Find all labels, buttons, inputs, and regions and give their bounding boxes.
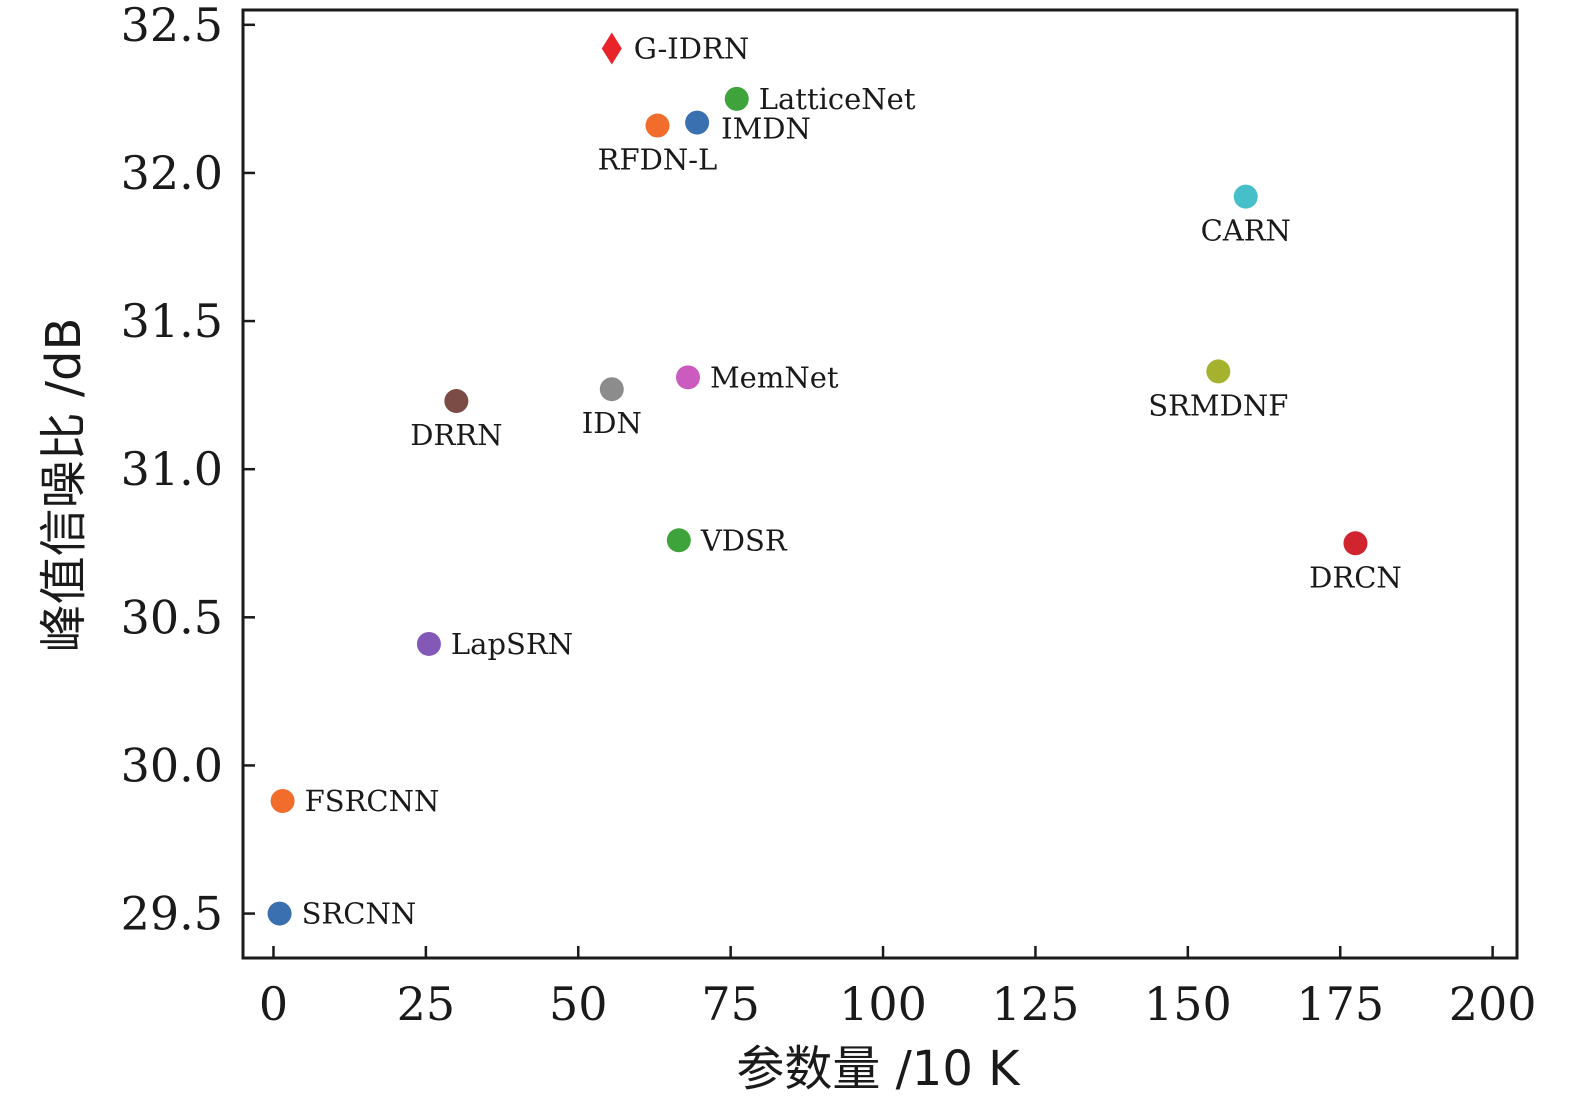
x-tick-label: 125 [992,977,1080,1031]
point-label: FSRCNN [305,784,440,818]
y-tick-label: 31.0 [121,442,223,496]
data-point [645,113,670,138]
x-tick-label: 25 [397,977,456,1031]
x-tick-label: 75 [701,977,760,1031]
data-point [724,86,749,111]
point-label: LapSRN [451,627,573,661]
point-label: MemNet [710,360,839,394]
point-label: IMDN [721,112,811,146]
point-label: RFDN-L [598,143,718,177]
x-tick-label: 200 [1449,977,1537,1031]
y-tick-label: 32.0 [121,146,223,200]
x-tick-label: 50 [549,977,608,1031]
y-tick-label: 29.5 [121,887,223,941]
point-group: CARN [1201,184,1291,248]
y-tick-label: 30.0 [121,738,223,792]
point-group: LatticeNet [724,82,916,116]
point-group: DRCN [1309,531,1402,594]
data-point [270,788,295,813]
y-tick-label: 30.5 [121,590,223,644]
point-group: FSRCNN [270,784,440,818]
point-label: SRCNN [302,897,417,931]
y-axis-title: 峰值信噪比 /dB [36,318,92,653]
point-group: IDN [582,377,642,440]
axes-layer: 0 25 50 75 100 125 150 175 200 29.5 30.0 30.5 31.0 31… [121,0,1537,1031]
point-group: SRCNN [267,897,417,931]
plot-frame [241,8,1519,960]
x-tick-label: 175 [1296,977,1384,1031]
x-tick-label: 0 [259,977,288,1031]
point-label: G-IDRN [634,32,749,66]
point-label: DRCN [1309,560,1402,594]
point-group: G-IDRN [601,32,749,66]
point-label: SRMDNF [1148,388,1288,422]
data-point [267,901,292,926]
point-group: LapSRN [416,627,573,661]
data-point [1233,184,1258,209]
point-group: SRMDNF [1148,359,1288,422]
data-point [444,389,469,414]
y-tick-label: 31.5 [121,294,223,348]
data-point-diamond [601,32,622,65]
data-point [416,631,441,656]
point-group: DRRN [410,389,502,452]
data-point [675,365,700,390]
point-label: CARN [1201,214,1291,248]
data-point [666,528,691,553]
x-tick-label: 100 [839,977,927,1031]
data-point [1343,531,1368,556]
point-label: DRRN [410,418,502,452]
y-tick-label: 32.5 [121,0,223,52]
point-group: MemNet [675,360,839,394]
x-tick-label: 150 [1144,977,1232,1031]
data-point [599,377,624,402]
x-axis-title: 参数量 /10 K [736,1041,1021,1097]
point-label: VDSR [700,523,788,557]
data-point [685,110,710,135]
point-group: RFDN-L [598,113,718,177]
point-label: LatticeNet [759,82,916,116]
point-group: IMDN [685,110,811,146]
point-group: VDSR [666,523,788,557]
point-label: IDN [582,406,642,440]
data-point [1206,359,1231,384]
